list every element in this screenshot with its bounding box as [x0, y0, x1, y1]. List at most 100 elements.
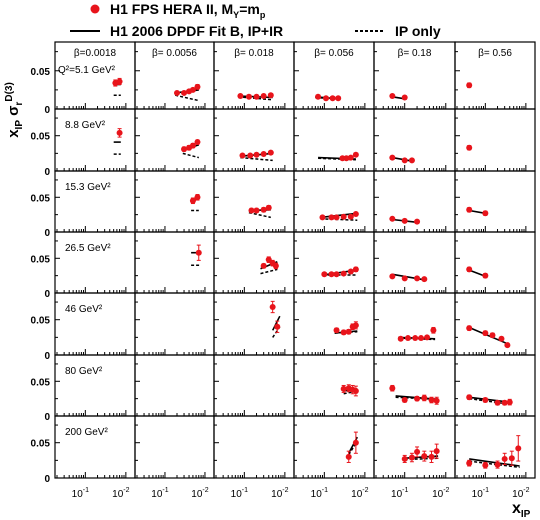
series-r2-c3: [319, 210, 359, 221]
q2-label: Q²=5.1 GeV²: [58, 65, 116, 76]
ip-only-line: [175, 94, 199, 102]
panel-frame: [54, 108, 136, 172]
panel-r4-c0: [54, 292, 136, 356]
series-r3-c2: [260, 256, 279, 275]
panel-r4-c1: [134, 292, 215, 356]
series-r2-c2: [248, 204, 272, 219]
x-tick-exp: -1: [83, 487, 89, 494]
ip-only-line: [260, 268, 278, 275]
panel-r6-c0: [54, 415, 136, 479]
data-point: [194, 83, 201, 90]
data-point: [352, 439, 359, 446]
panel-annotations: β=0.0018 β= 0.0056 β= 0.018 β= 0.056 β= 0.18…: [58, 48, 512, 438]
data-point: [424, 334, 431, 341]
panel-frame: [213, 415, 295, 479]
panel-r6-c3: [293, 415, 375, 479]
y-axis-title-sigma: σ: [5, 106, 22, 116]
data-point: [401, 157, 408, 164]
data-point: [347, 213, 354, 220]
data-point: [414, 448, 421, 455]
series-r4-c3: [333, 321, 359, 336]
panel-frame: [373, 231, 456, 294]
x-axis-title-main: x: [512, 500, 521, 517]
data-point: [319, 214, 326, 221]
panel-r3-c1: [134, 231, 215, 294]
panel-frame: [293, 354, 375, 417]
data-point: [504, 342, 511, 349]
data-point: [321, 271, 328, 278]
q2-label: 200 GeV²: [65, 427, 108, 438]
data-point: [333, 271, 340, 278]
panel-frame: [293, 231, 375, 294]
x-tick-label: 10-2: [432, 487, 449, 500]
data-point: [418, 335, 425, 342]
data-point: [482, 397, 489, 404]
y-axis-title-main-sub: IP: [14, 120, 25, 130]
x-tick-base: 10: [72, 489, 84, 500]
series-r2-c4: [389, 215, 421, 225]
panel-r1-c1: [134, 108, 215, 172]
panel-frame: [454, 354, 536, 417]
panel-frame: [54, 354, 136, 417]
series-r3-c4: [389, 273, 428, 283]
panel-r3-c0: [54, 231, 136, 294]
x-tick-exp: -1: [242, 487, 248, 494]
data-point: [189, 197, 196, 204]
data-point: [466, 394, 473, 401]
data-point: [401, 94, 408, 101]
x-tick-label: 10-1: [151, 487, 168, 500]
data-point: [414, 395, 421, 402]
y-tick-label: 0: [44, 289, 50, 300]
series-r1-c1: [181, 139, 201, 159]
data-point: [421, 276, 428, 283]
panel-frame: [373, 292, 456, 356]
data-point: [428, 453, 435, 460]
panel-r4-c4: [373, 292, 456, 356]
x-tick-exp: -2: [282, 487, 288, 494]
x-tick-base: 10: [151, 489, 163, 500]
data-point: [247, 152, 254, 159]
data-point: [189, 86, 196, 93]
panel-frame: [293, 170, 375, 233]
beta-label: β=0.0018: [74, 48, 117, 59]
data-point: [389, 93, 396, 99]
data-point: [397, 335, 404, 342]
data-point: [345, 453, 352, 460]
series-r0-c0: [112, 77, 123, 96]
panel-frame: [134, 231, 215, 294]
data-point: [421, 394, 428, 401]
panel-frame: [373, 415, 456, 479]
data-point: [329, 95, 336, 102]
panel-frame: [293, 415, 375, 479]
data-point: [414, 275, 421, 282]
panel-r5-c2: [213, 354, 295, 417]
panel-frame: [54, 170, 136, 233]
data-point: [173, 89, 180, 96]
x-tick-exp: -1: [162, 487, 168, 494]
data-point: [408, 454, 415, 461]
data-point: [466, 460, 473, 467]
panel-r1-c5: [454, 108, 536, 172]
series-r0-c3: [315, 93, 342, 102]
panel-r2-c2: [213, 170, 295, 233]
data-point: [466, 325, 473, 332]
data-point: [482, 210, 489, 217]
data-point: [340, 329, 347, 336]
data-point: [265, 204, 272, 211]
series-r3-c1: [191, 244, 202, 266]
panel-frame: [454, 415, 536, 479]
data-point: [466, 206, 473, 213]
series-r5-c4: [389, 384, 440, 405]
series-r1-c2: [239, 149, 274, 162]
panel-frame: [134, 108, 215, 172]
data-point: [414, 218, 421, 225]
ip-only-line: [240, 156, 273, 162]
data-point: [340, 213, 347, 220]
panel-r1-c2: [213, 108, 295, 172]
x-tick-exp: -2: [123, 487, 129, 494]
panel-r2-c5: [454, 170, 536, 233]
data-point: [328, 271, 335, 278]
data-point: [389, 385, 396, 392]
beta-label: β= 0.0056: [152, 48, 197, 59]
